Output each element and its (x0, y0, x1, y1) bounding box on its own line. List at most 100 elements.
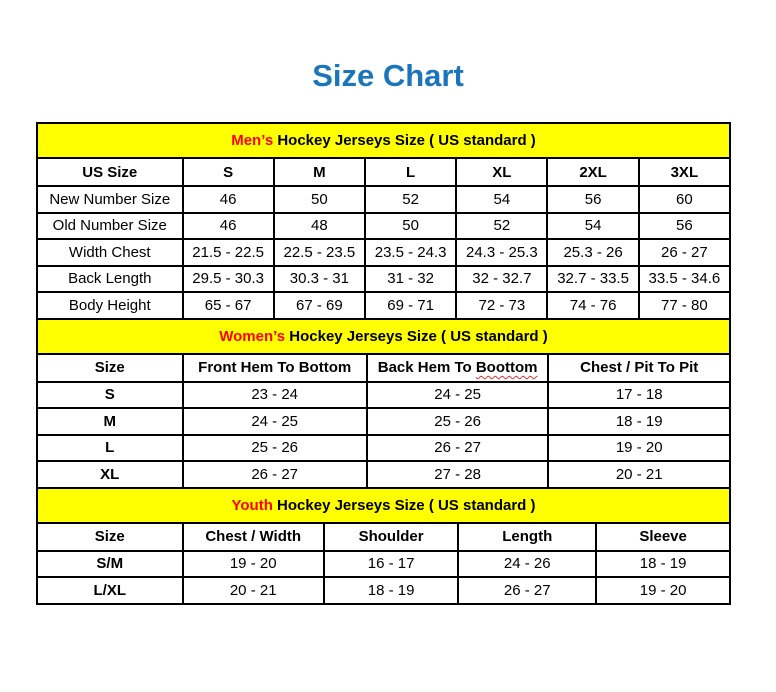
mens-row-label: Back Length (36, 264, 184, 293)
mens-column-header: 3XL (637, 157, 732, 187)
womens-table-cell: 26 - 27 (365, 433, 550, 462)
mens-table-cell: 46 (181, 211, 275, 240)
womens-row-label: XL (36, 460, 184, 489)
mens-table-row: Back Length 29.5 - 30.3 30.3 - 31 31 - 32 32… (36, 264, 732, 293)
mens-table-cell: 69 - 71 (363, 291, 458, 320)
mens-table-cell: 46 (181, 185, 275, 214)
youth-table-cell: 19 - 20 (595, 576, 731, 605)
mens-table-cell: 48 (272, 211, 367, 240)
mens-table-cell: 50 (272, 185, 367, 214)
mens-table-cell: 30.3 - 31 (272, 264, 367, 293)
youth-column-header: Chest / Width (181, 521, 325, 552)
mens-table-cell: 26 - 27 (637, 238, 732, 267)
mens-table-cell: 65 - 67 (181, 291, 275, 320)
mens-table-cell: 52 (455, 211, 549, 240)
mens-table-cell: 54 (546, 211, 640, 240)
mens-table-cell: 23.5 - 24.3 (363, 238, 458, 267)
womens-size-table: Women’s Hockey Jerseys Size ( US standar… (36, 317, 731, 489)
mens-table-cell: 22.5 - 23.5 (272, 238, 367, 267)
page-title: Size Chart (312, 58, 464, 93)
womens-banner-highlight: Women’s (219, 327, 286, 345)
youth-row-label: L/XL (36, 576, 184, 605)
womens-table-cell: 24 - 25 (365, 380, 550, 409)
mens-table-cell: 29.5 - 30.3 (181, 264, 275, 293)
womens-table-cell: 24 - 25 (181, 407, 368, 436)
youth-table-cell: 18 - 19 (322, 576, 460, 605)
womens-table-row: L 25 - 26 26 - 27 19 - 20 (36, 433, 731, 462)
youth-column-header: Sleeve (595, 521, 731, 552)
spellcheck-underlined-word: Boottom (475, 359, 538, 376)
mens-column-header: 2XL (546, 157, 640, 187)
womens-table-cell: 27 - 28 (365, 460, 550, 489)
womens-column-header: Back Hem To Boottom (365, 352, 550, 383)
youth-table-cell: 19 - 20 (181, 549, 325, 578)
mens-table-cell: 31 - 32 (363, 264, 458, 293)
womens-banner-row: Women’s Hockey Jerseys Size ( US standar… (36, 317, 731, 355)
womens-header-row: Size Front Hem To Bottom Back Hem To Boott… (36, 352, 731, 383)
womens-table-body: Women’s Hockey Jerseys Size ( US standar… (36, 317, 731, 489)
mens-table-cell: 67 - 69 (272, 291, 367, 320)
womens-column-header: Front Hem To Bottom (181, 352, 368, 383)
mens-row-label: Width Chest (36, 238, 184, 267)
youth-table-body: Youth Hockey Jerseys Size ( US standard … (36, 486, 731, 605)
mens-table-cell: 25.3 - 26 (546, 238, 640, 267)
mens-table-row: Width Chest 21.5 - 22.5 22.5 - 23.5 23.5 - … (36, 238, 732, 267)
womens-table-row: M 24 - 25 25 - 26 18 - 19 (36, 407, 731, 436)
mens-table-cell: 32 - 32.7 (455, 264, 549, 293)
mens-table-row: Body Height 65 - 67 67 - 69 69 - 71 72 - 73 7… (36, 291, 732, 320)
mens-column-header: L (363, 157, 458, 187)
mens-table-cell: 54 (455, 185, 549, 214)
womens-table-cell: 17 - 18 (547, 380, 731, 409)
womens-table-row: XL 26 - 27 27 - 28 20 - 21 (36, 460, 731, 489)
youth-banner-row: Youth Hockey Jerseys Size ( US standard … (36, 486, 731, 524)
womens-column-header: Size (36, 352, 184, 383)
mens-banner-text: Hockey Jerseys Size ( US standard ) (273, 132, 536, 149)
mens-table-cell: 52 (363, 185, 458, 214)
womens-row-label: M (36, 407, 184, 436)
womens-table-cell: 25 - 26 (181, 433, 368, 462)
mens-row-label: Old Number Size (36, 211, 184, 240)
mens-table-cell: 74 - 76 (546, 291, 640, 320)
mens-table-cell: 72 - 73 (455, 291, 549, 320)
womens-table-cell: 26 - 27 (181, 460, 368, 489)
youth-table-cell: 26 - 27 (457, 576, 598, 605)
youth-table-cell: 18 - 19 (595, 549, 731, 578)
womens-table-cell: 19 - 20 (547, 433, 731, 462)
mens-table-cell: 21.5 - 22.5 (181, 238, 275, 267)
mens-table-row: Old Number Size 46 48 50 52 54 56 (36, 211, 732, 240)
mens-table-cell: 24.3 - 25.3 (455, 238, 549, 267)
youth-banner-text: Hockey Jerseys Size ( US standard ) (272, 496, 536, 514)
youth-table-cell: 20 - 21 (181, 576, 325, 605)
womens-banner-text: Hockey Jerseys Size ( US standard ) (285, 327, 548, 345)
mens-table-cell: 32.7 - 33.5 (546, 264, 640, 293)
womens-table-cell: 20 - 21 (547, 460, 731, 489)
mens-table-body: Men’s Hockey Jerseys Size ( US standard … (36, 122, 732, 320)
youth-row-label: S/M (36, 549, 184, 578)
youth-table-cell: 24 - 26 (457, 549, 598, 578)
womens-table-cell: 18 - 19 (547, 407, 731, 436)
youth-table-row: L/XL 20 - 21 18 - 19 26 - 27 19 - 20 (36, 576, 731, 605)
mens-column-header: S (181, 157, 275, 187)
youth-column-header: Size (36, 521, 184, 552)
womens-table-cell: 23 - 24 (181, 380, 368, 409)
mens-table-row: New Number Size 46 50 52 54 56 60 (36, 185, 732, 214)
mens-row-label: Body Height (36, 291, 184, 320)
womens-table-cell: 25 - 26 (365, 407, 550, 436)
mens-banner: Men’s Hockey Jerseys Size ( US standard … (36, 122, 731, 159)
womens-table-row: S 23 - 24 24 - 25 17 - 18 (36, 380, 731, 409)
youth-column-header: Length (457, 521, 598, 552)
youth-column-header: Shoulder (322, 521, 460, 552)
youth-banner: Youth Hockey Jerseys Size ( US standard … (36, 486, 731, 524)
youth-size-table: Youth Hockey Jerseys Size ( US standard … (36, 486, 731, 605)
mens-column-header: M (272, 157, 367, 187)
mens-table-cell: 77 - 80 (637, 291, 732, 320)
youth-header-row: Size Chest / Width Shoulder Length Sleeve (36, 521, 731, 552)
womens-banner: Women’s Hockey Jerseys Size ( US standar… (36, 317, 731, 355)
mens-column-header: US Size (36, 157, 184, 187)
youth-table-row: S/M 19 - 20 16 - 17 24 - 26 18 - 19 (36, 549, 731, 578)
mens-table-cell: 60 (637, 185, 732, 214)
mens-table-cell: 56 (546, 185, 640, 214)
womens-column-header: Chest / Pit To Pit (547, 352, 731, 383)
womens-row-label: L (36, 433, 184, 462)
mens-column-header: XL (455, 157, 549, 187)
